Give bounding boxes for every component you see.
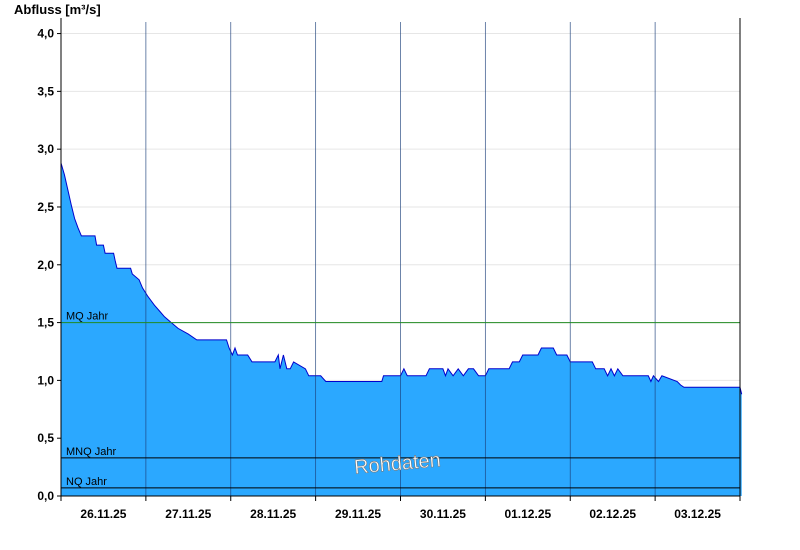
- y-tick-label-6: 3,0: [37, 142, 54, 156]
- y-tick-label-0: 0,0: [37, 489, 54, 503]
- x-tick-label-6: 02.12.25: [589, 507, 636, 521]
- ref-line-label-0: MQ Jahr: [66, 311, 109, 323]
- x-tick-label-7: 03.12.25: [674, 507, 721, 521]
- y-tick-label-2: 1,0: [37, 373, 54, 387]
- x-tick-label-1: 27.11.25: [165, 507, 211, 521]
- y-tick-label-7: 3,5: [37, 84, 54, 98]
- y-tick-label-4: 2,0: [37, 258, 54, 272]
- x-tick-label-5: 01.12.25: [504, 507, 551, 521]
- x-tick-label-0: 26.11.25: [80, 507, 126, 521]
- y-axis-label: Abfluss [m³/s]: [14, 2, 101, 17]
- y-tick-label-5: 2,5: [37, 200, 54, 214]
- y-tick-label-8: 4,0: [37, 27, 54, 41]
- series-line-0: [60, 162, 743, 395]
- series-area-0: [61, 163, 742, 496]
- y-tick-label-1: 0,5: [37, 431, 54, 445]
- ref-line-label-1: MNQ Jahr: [66, 446, 116, 458]
- x-tick-label-3: 29.11.25: [335, 507, 381, 521]
- ref-line-label-2: NQ Jahr: [66, 476, 107, 488]
- y-tick-label-3: 1,5: [37, 316, 54, 330]
- x-tick-label-2: 28.11.25: [250, 507, 296, 521]
- x-tick-label-4: 30.11.25: [420, 507, 466, 521]
